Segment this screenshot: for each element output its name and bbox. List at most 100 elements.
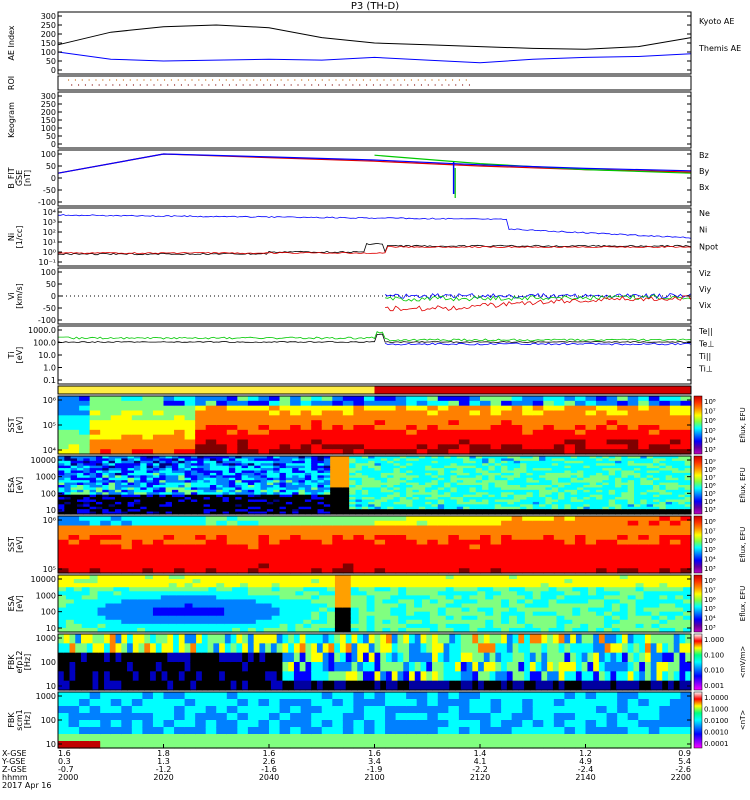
esa_i-cbar-tick: 10³ (704, 624, 716, 632)
ae-ytick-label: 300 (41, 12, 56, 21)
velocity-ytick-label: 50 (46, 280, 56, 289)
roi-dot (91, 84, 93, 86)
density-ytick-label: 10² (43, 228, 56, 237)
sst_i-cbar-tick: 10⁵ (704, 546, 716, 554)
ae-ytick-label: 200 (41, 30, 56, 39)
bottom-value: 2120 (470, 773, 490, 782)
bottom-value: 2200 (671, 773, 691, 782)
roi-dot (434, 84, 436, 86)
velocity-ylabel: [km/s] (15, 283, 24, 309)
esa_i-ytick-label: 100 (41, 608, 56, 617)
sst_e-ylabel: [eV] (15, 417, 24, 434)
bottom-value: 1.8 (157, 749, 170, 758)
bottom-value: -1.9 (367, 765, 383, 774)
mode-bar-frame (57, 385, 692, 395)
esa_i-ylabel: [eV] (15, 595, 24, 612)
sst_e-colorbar-scale (693, 395, 703, 455)
roi-dot (390, 79, 392, 81)
roi-dot (191, 79, 193, 81)
velocity-ytick-label: -100 (38, 316, 56, 325)
velocity-legend-0: Viz (699, 269, 711, 278)
temperature-legend-1: Te⊥ (698, 340, 714, 349)
density-ne (57, 245, 692, 255)
velocity-ytick-label: 100 (41, 268, 56, 277)
esa_i-cbar-tick: 10⁶ (704, 596, 716, 604)
roi-dot (468, 84, 471, 86)
roi-dot (146, 84, 148, 86)
bottom-row-label: X-GSE (2, 749, 27, 758)
roi-dot (424, 79, 426, 81)
esa_i-ylabel: ESA (7, 595, 16, 611)
fbk_e-ytick-label: 100 (41, 658, 56, 667)
roi-dot (461, 84, 464, 86)
keogram-ytick-label: 100 (41, 124, 56, 133)
roi-dot (438, 79, 440, 81)
keogram-ytick-label: 250 (41, 100, 56, 109)
bottom-value: 1.6 (263, 749, 276, 758)
roi-dot (167, 84, 169, 86)
roi-dot (67, 79, 70, 81)
temperature-legend-3: Ti⊥ (698, 365, 713, 374)
temp-ti-perp (384, 342, 692, 346)
plot-title: P3 (TH-D) (351, 1, 399, 12)
temperature-ytick-label: 100.0 (33, 339, 56, 348)
roi-dot (407, 84, 409, 86)
density-frame (57, 207, 692, 267)
bottom-value: 5.4 (678, 757, 691, 766)
fbk_e-cbar-tick: 1.000 (704, 636, 724, 644)
roi-dot (177, 79, 179, 81)
fbk_e-cbar-label: <mV/m> (739, 646, 747, 679)
roi-dot (297, 84, 299, 86)
fbk-e-spectrogram-image (58, 634, 692, 691)
fbk_b-ytick-label: 100 (41, 716, 56, 725)
roi-dot (105, 84, 107, 86)
keogram-ytick-label: 150 (41, 116, 56, 125)
roi-dot (102, 79, 104, 81)
density-ytick-label: 10¹ (43, 238, 56, 247)
sst_i-cbar-tick: 10³ (704, 565, 716, 573)
sst_i-cbar-tick: 10⁸ (704, 518, 716, 526)
roi-dot (235, 84, 237, 86)
roi-dot (328, 79, 330, 81)
roi-dot (74, 79, 77, 81)
esa_e-ytick-label: 100 (41, 489, 56, 498)
fbk_e-ytick-label: 10 (46, 682, 56, 691)
roi-dot (184, 79, 186, 81)
fbk_e-ylabel: [Hz] (23, 654, 32, 670)
roi-dot (352, 84, 354, 86)
b-series-bx (57, 153, 692, 174)
roi-dot (324, 84, 327, 86)
fbk-b-spectrogram-image (58, 692, 692, 749)
roi-dot (201, 84, 203, 86)
esa_e-ylabel: ESA (7, 477, 16, 493)
roi-dot (338, 84, 340, 86)
keogram-ylabel: Keogram (7, 102, 16, 138)
roi-dot (355, 79, 358, 81)
bottom-value: 0.9 (678, 749, 691, 758)
sst_i-cbar-tick: 10⁶ (704, 537, 716, 545)
roi-dot (266, 79, 269, 81)
esa_e-colorbar-scale (693, 455, 703, 515)
roi-dot (280, 79, 282, 81)
roi-dot (215, 84, 217, 86)
esa_e-cbar-tick: 10³ (704, 506, 716, 514)
esa_e-cbar-tick: 10⁹ (704, 458, 716, 466)
sst_i-frame (57, 515, 692, 574)
roi-dot (109, 79, 111, 81)
roi-dot (259, 79, 262, 81)
roi-dot (125, 84, 128, 86)
roi-dot (173, 84, 176, 86)
roi-dot (150, 79, 152, 81)
bfgm-legend-2: Bx (699, 183, 709, 192)
bottom-value: 1.2 (579, 749, 592, 758)
roi-dot (311, 84, 313, 86)
roi-dot (163, 79, 166, 81)
roi-dot (88, 79, 90, 81)
temp-te-par (57, 333, 692, 343)
sst-e-spectrogram-image (58, 396, 692, 455)
sst_e-cbar-tick: 10⁴ (704, 436, 716, 444)
fbk_b-cbar-tick: 0.0001 (704, 740, 729, 748)
roi-dot (276, 84, 279, 86)
